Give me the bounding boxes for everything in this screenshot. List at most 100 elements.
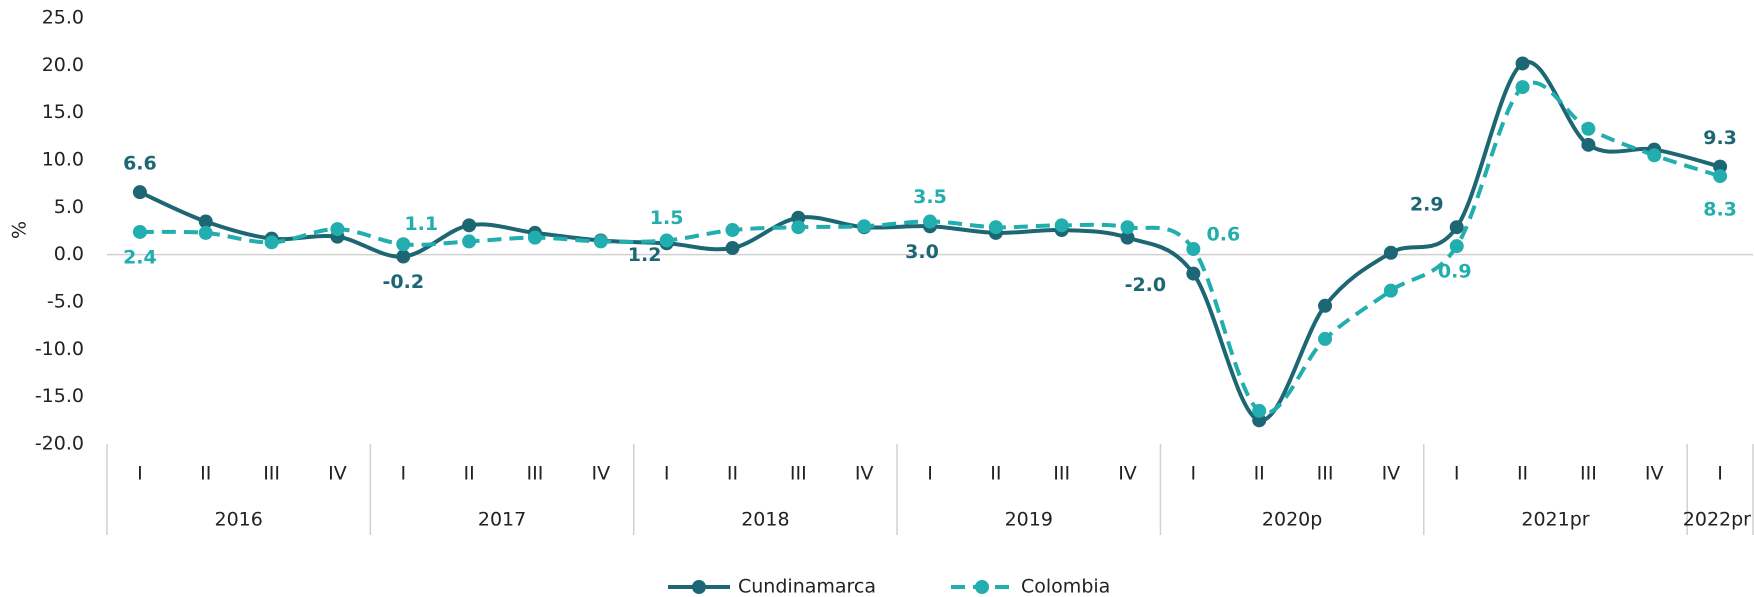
y-tick-label: -15.0 bbox=[35, 385, 84, 407]
data-label: 1.1 bbox=[404, 213, 438, 235]
x-tick-label: IV bbox=[1118, 463, 1137, 485]
data-point bbox=[1581, 121, 1596, 136]
y-tick-label: 0.0 bbox=[54, 243, 84, 265]
data-label: -0.2 bbox=[383, 271, 425, 293]
x-tick-label: IV bbox=[1645, 463, 1664, 485]
data-point bbox=[330, 222, 345, 237]
data-point bbox=[857, 219, 872, 234]
x-tick-label: I bbox=[1191, 463, 1197, 485]
x-tick-label: I bbox=[400, 463, 406, 485]
x-tick-label: I bbox=[1717, 463, 1723, 485]
x-tick-label: III bbox=[1317, 463, 1334, 485]
x-tick-label: III bbox=[790, 463, 807, 485]
x-tick-label: III bbox=[1053, 463, 1070, 485]
data-point bbox=[988, 220, 1003, 235]
x-group-label: 2018 bbox=[741, 509, 789, 531]
data-point bbox=[725, 241, 740, 256]
y-tick-label: 15.0 bbox=[42, 101, 84, 123]
x-tick-label: I bbox=[1454, 463, 1460, 485]
x-tick-label: IV bbox=[1382, 463, 1401, 485]
data-point bbox=[462, 218, 477, 233]
data-point bbox=[132, 185, 147, 200]
y-tick-label: 10.0 bbox=[42, 149, 84, 171]
data-label: 0.6 bbox=[1207, 223, 1241, 245]
x-group-label: 2022pr bbox=[1683, 509, 1751, 531]
data-label: 3.0 bbox=[905, 241, 939, 263]
y-tick-label: -20.0 bbox=[35, 433, 84, 455]
y-tick-label: -10.0 bbox=[35, 338, 84, 360]
data-point bbox=[1252, 403, 1267, 418]
data-point bbox=[923, 214, 937, 229]
x-tick-label: IV bbox=[328, 463, 347, 485]
data-point bbox=[1186, 266, 1201, 281]
data-label: 1.2 bbox=[628, 244, 662, 266]
data-point bbox=[1515, 56, 1530, 71]
data-point bbox=[1054, 218, 1069, 233]
data-point bbox=[198, 225, 213, 240]
data-point bbox=[396, 249, 411, 264]
y-tick-label: 25.0 bbox=[42, 7, 84, 29]
x-group-label: 2017 bbox=[478, 509, 526, 531]
data-point bbox=[264, 235, 279, 250]
x-tick-label: III bbox=[527, 463, 544, 485]
data-point bbox=[1581, 137, 1596, 152]
legend-label: Colombia bbox=[1021, 576, 1110, 597]
y-tick-label: -5.0 bbox=[47, 291, 84, 313]
data-point bbox=[1383, 283, 1398, 298]
data-point bbox=[1515, 80, 1530, 95]
x-group-label: 2021pr bbox=[1521, 509, 1589, 531]
data-label: 9.3 bbox=[1703, 127, 1737, 149]
data-label: -2.0 bbox=[1125, 274, 1167, 296]
data-label: 2.9 bbox=[1410, 194, 1444, 216]
x-tick-label: I bbox=[137, 463, 143, 485]
x-tick-label: II bbox=[1254, 463, 1265, 485]
data-label: 0.9 bbox=[1438, 261, 1472, 283]
data-point bbox=[527, 230, 542, 245]
data-label: 2.4 bbox=[123, 246, 157, 268]
data-point bbox=[1186, 241, 1201, 256]
x-tick-label: IV bbox=[591, 463, 610, 485]
data-point bbox=[462, 234, 477, 249]
x-tick-label: IV bbox=[855, 463, 874, 485]
data-point bbox=[132, 224, 147, 239]
data-point bbox=[198, 214, 213, 229]
data-point bbox=[791, 220, 806, 235]
data-label: 8.3 bbox=[1703, 199, 1737, 221]
data-label: 1.5 bbox=[650, 207, 684, 229]
x-tick-label: II bbox=[1517, 463, 1528, 485]
x-tick-label: II bbox=[200, 463, 211, 485]
data-point bbox=[1713, 169, 1728, 184]
x-tick-label: III bbox=[1580, 463, 1597, 485]
x-tick-label: III bbox=[263, 463, 280, 485]
data-label: 3.5 bbox=[913, 186, 947, 208]
y-tick-label: 20.0 bbox=[42, 54, 84, 76]
data-point bbox=[1318, 298, 1333, 313]
y-axis-label: % bbox=[9, 221, 31, 239]
x-tick-label: I bbox=[927, 463, 933, 485]
data-point bbox=[659, 233, 674, 248]
x-tick-label: I bbox=[664, 463, 670, 485]
data-point bbox=[1449, 239, 1464, 254]
series-line bbox=[139, 80, 1721, 415]
legend-marker bbox=[692, 580, 706, 594]
data-point bbox=[593, 234, 608, 249]
data-point bbox=[1449, 220, 1464, 235]
x-tick-label: II bbox=[464, 463, 475, 485]
data-point bbox=[1647, 148, 1662, 163]
y-tick-label: 5.0 bbox=[54, 196, 84, 218]
data-point bbox=[725, 223, 740, 238]
legend-marker bbox=[975, 580, 990, 594]
data-point bbox=[1120, 230, 1135, 245]
x-group-label: 2016 bbox=[215, 509, 263, 531]
data-point bbox=[1120, 220, 1135, 235]
data-label: 6.6 bbox=[123, 153, 157, 175]
x-group-label: 2020p bbox=[1262, 509, 1322, 531]
x-group-label: 2019 bbox=[1005, 509, 1053, 531]
x-tick-label: II bbox=[990, 463, 1001, 485]
x-tick-label: II bbox=[727, 463, 738, 485]
legend-label: Cundinamarca bbox=[738, 576, 876, 597]
data-point bbox=[1318, 331, 1333, 346]
data-point bbox=[396, 237, 411, 252]
data-point bbox=[1383, 245, 1398, 260]
